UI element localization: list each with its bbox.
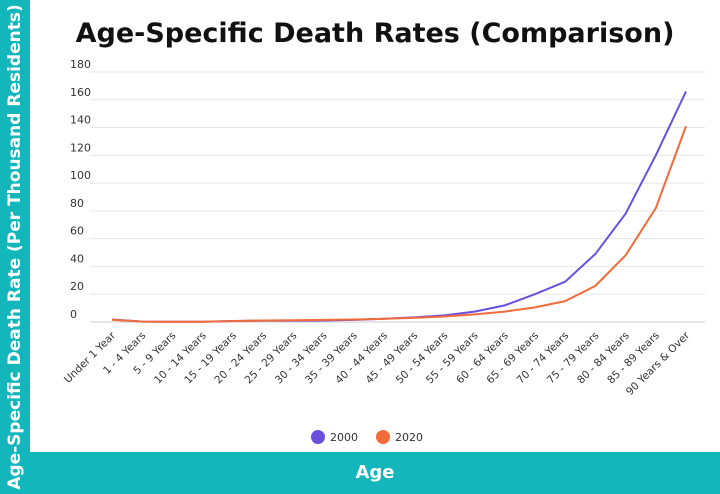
series-line-2020 [111,125,687,323]
y-tick-label: 40 [70,252,84,265]
y-tick-label: 60 [70,225,84,238]
y-tick-label: 0 [70,308,77,321]
legend-label: 2020 [395,431,423,444]
y-tick-label: 140 [70,114,91,127]
y-tick-label: 180 [70,58,91,71]
y-tick-label: 80 [70,197,84,210]
legend-label: 2000 [330,431,358,444]
x-axis-label: Age [30,452,720,494]
y-tick-label: 100 [70,169,91,182]
y-tick-label: 160 [70,86,91,99]
y-axis-band [0,0,30,494]
legend-marker-2020 [376,430,390,444]
chart-title: Age-Specific Death Rates (Comparison) [75,18,675,49]
series-line-2000 [111,91,687,323]
x-tick-label: Under 1 Year [62,329,119,386]
y-tick-label: 120 [70,141,91,154]
legend-marker-2000 [311,430,325,444]
y-tick-label: 20 [70,280,84,293]
